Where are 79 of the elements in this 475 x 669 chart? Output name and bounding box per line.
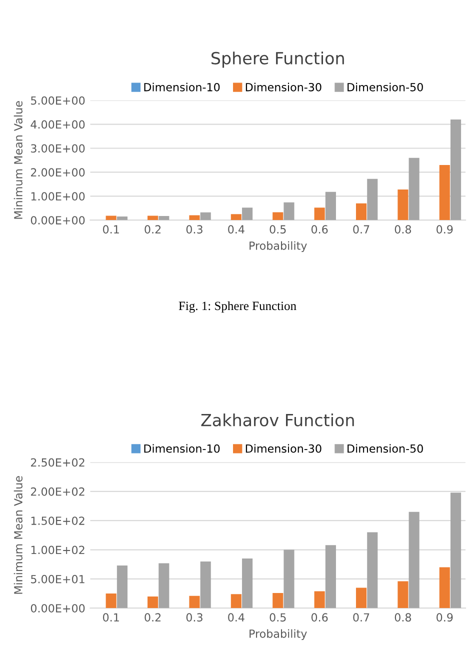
y-tick-label: 2.00E+00: [30, 168, 85, 177]
bar: [158, 563, 170, 608]
x-tick-label: 0.2: [144, 613, 161, 622]
bar: [356, 588, 367, 608]
bar: [284, 550, 294, 608]
x-tick-label: 0.3: [186, 225, 202, 234]
bar: [439, 165, 450, 220]
bar: [356, 203, 367, 220]
chart-title: Sphere Function: [212, 52, 344, 68]
y-tick-label: 1.00E+00: [31, 192, 85, 201]
legend-label: Dimension-50: [348, 444, 423, 453]
legend-label: Dimension-30: [246, 444, 322, 453]
chart-title: Zakharov Function: [201, 414, 354, 426]
y-tick-label: 1.50E+02: [31, 516, 84, 525]
x-tick-label: 0.7: [353, 613, 370, 622]
x-tick-label: 0.5: [270, 225, 286, 234]
bar: [450, 492, 462, 608]
x-tick-label: 0.6: [311, 613, 328, 622]
y-tick-label: 5.00E+00: [31, 96, 85, 105]
bar: [189, 596, 200, 608]
bar: [408, 512, 420, 608]
y-tick-label: 3.00E+00: [31, 144, 85, 153]
bar: [272, 212, 284, 220]
bar: [242, 208, 253, 220]
x-axis-title: Probability: [250, 629, 307, 640]
x-axis-title: Probability: [250, 241, 307, 252]
y-tick-label: 0.00E+00: [30, 216, 85, 224]
caption: Fig. 1: Sphere Function: [178, 301, 296, 313]
x-tick-label: 0.4: [228, 613, 244, 622]
bar: [398, 581, 408, 608]
x-tick-label: 0.2: [144, 225, 161, 234]
bar: [450, 120, 462, 220]
bar: [398, 189, 408, 220]
bar: [230, 594, 242, 608]
bar: [116, 566, 128, 608]
x-tick-label: 0.1: [102, 613, 119, 622]
x-tick-label: 0.9: [436, 225, 453, 234]
bar: [439, 567, 450, 608]
x-tick-label: 0.4: [228, 225, 244, 234]
bar: [148, 216, 158, 220]
bar: [325, 545, 336, 608]
x-tick-label: 0.1: [102, 225, 119, 234]
y-tick-label: 0.00E+00: [30, 604, 85, 612]
bar: [148, 596, 158, 608]
bar: [284, 202, 294, 220]
y-tick-label: 1.00E+02: [31, 546, 84, 554]
y-axis-title: Minimum Mean Value: [14, 476, 22, 594]
bar: [189, 215, 200, 220]
x-tick-label: 0.5: [270, 613, 286, 622]
bar: [272, 592, 284, 608]
legend-label: Dimension-50: [348, 82, 423, 92]
bar: [314, 591, 325, 608]
x-tick-label: 0.8: [394, 225, 412, 234]
x-tick-label: 0.8: [394, 613, 412, 622]
y-tick-label: 5.00E+01: [31, 574, 84, 584]
bar: [106, 216, 116, 220]
x-tick-label: 0.9: [436, 613, 453, 622]
x-tick-label: 0.7: [353, 225, 370, 234]
y-tick-label: 2.00E+02: [30, 487, 84, 496]
x-tick-label: 0.6: [311, 225, 328, 234]
legend-label: Dimension-10: [144, 82, 220, 92]
bar: [200, 561, 211, 608]
y-tick-label: 4.00E+00: [30, 120, 85, 129]
y-tick-label: 2.50E+02: [30, 458, 84, 467]
bar: [230, 214, 242, 220]
bar: [367, 178, 378, 220]
y-axis-title: Minimum Mean Value: [14, 101, 22, 219]
bar: [325, 192, 336, 220]
legend-label: Dimension-30: [246, 82, 322, 92]
bar: [106, 594, 116, 608]
bar: [314, 208, 325, 220]
bar: [408, 158, 420, 220]
bar: [367, 532, 378, 608]
bar: [158, 216, 170, 220]
x-tick-label: 0.3: [186, 613, 202, 622]
bar: [242, 558, 253, 608]
bar: [200, 212, 211, 220]
bar: [116, 216, 128, 220]
legend-label: Dimension-10: [144, 444, 220, 453]
